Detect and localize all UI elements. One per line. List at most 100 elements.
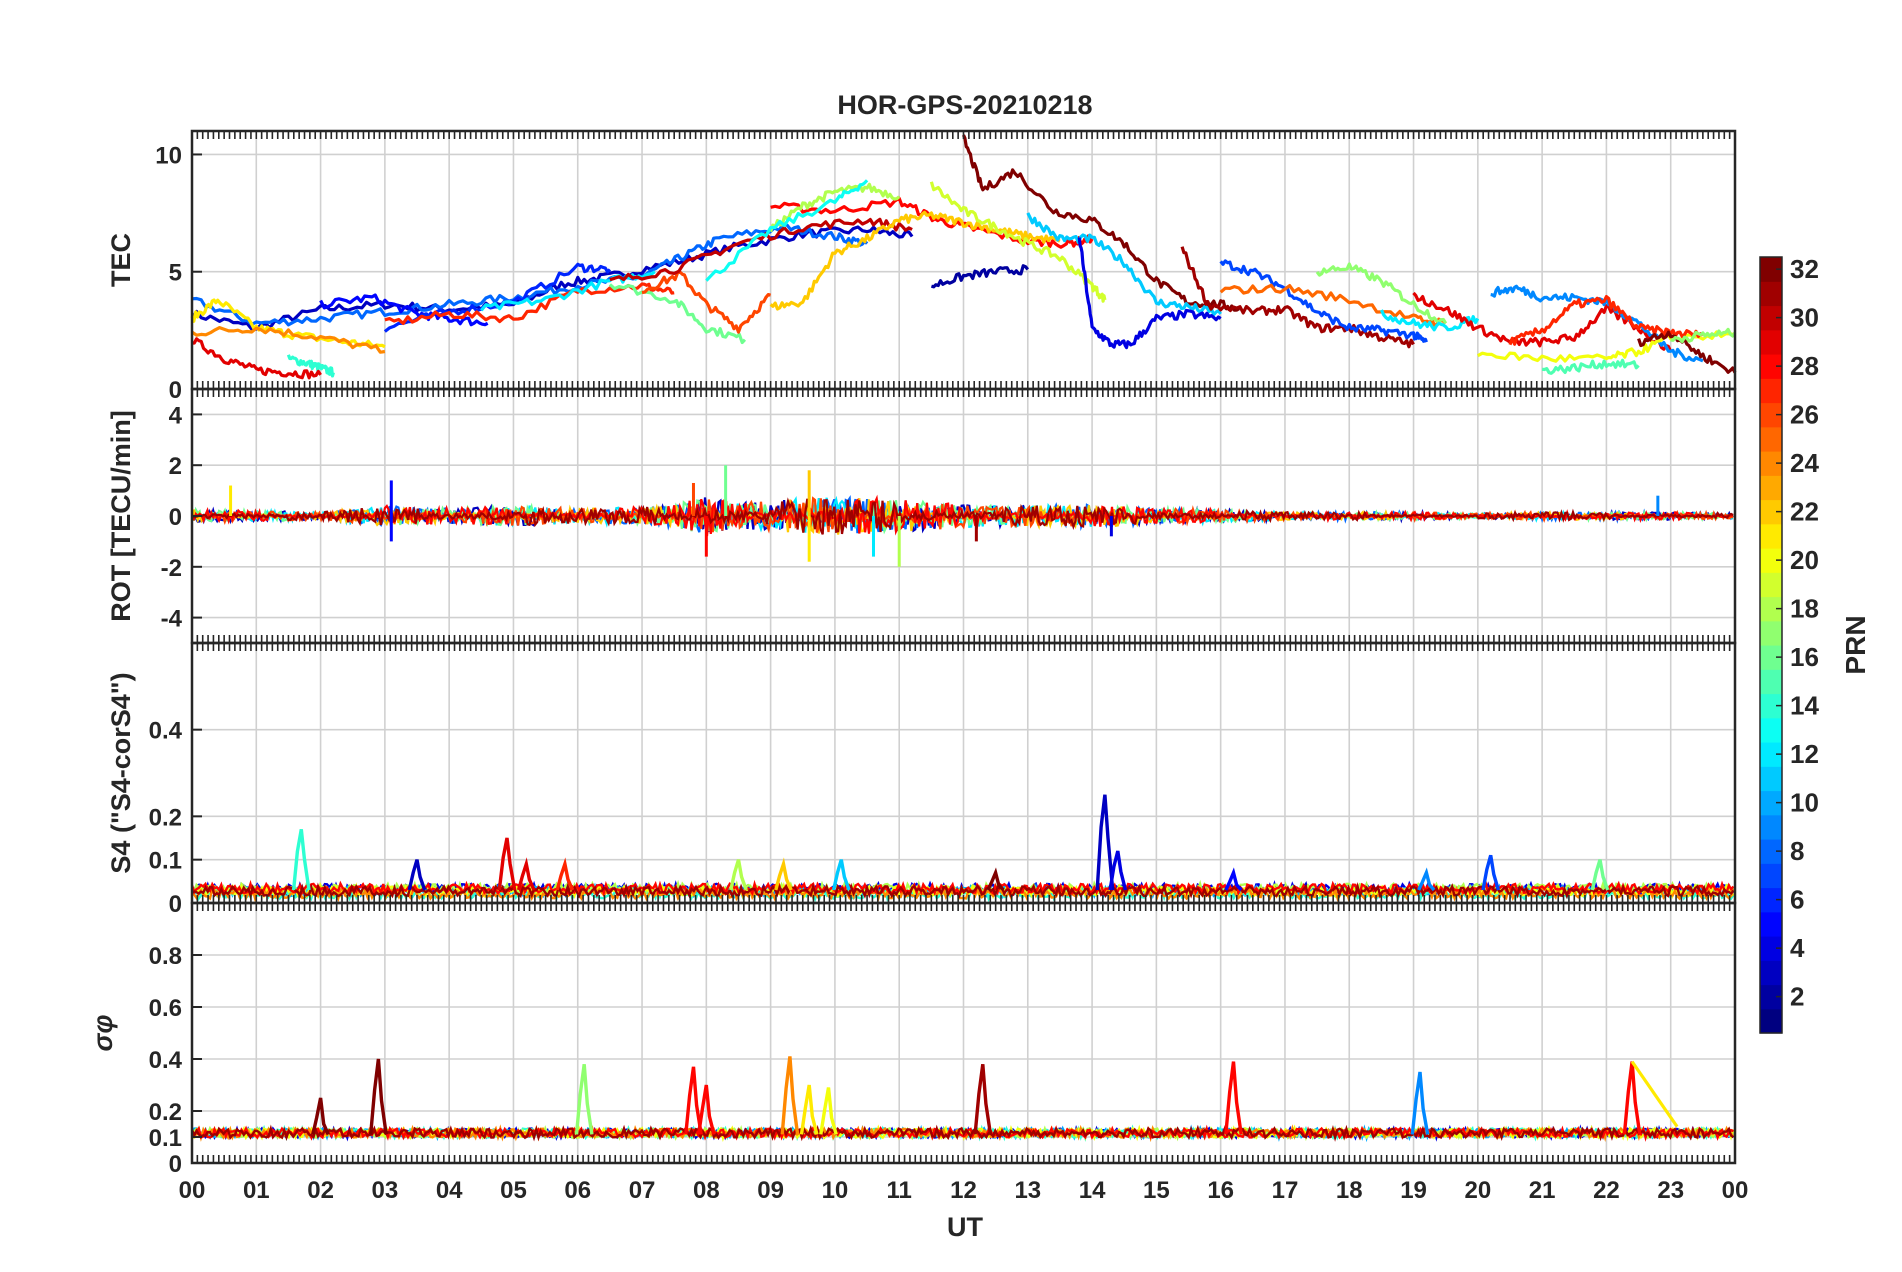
tec-series-line: [1637, 330, 1737, 374]
x-tick-label: 04: [436, 1177, 463, 1204]
colorbar-swatch: [1760, 790, 1782, 816]
colorbar-tick-label: 4: [1790, 933, 1805, 963]
sigma-spike: [574, 1063, 594, 1135]
x-tick-label: 05: [500, 1177, 527, 1204]
y-tick-label: -2: [161, 555, 182, 582]
s4-data: [190, 794, 1735, 903]
sigma-spike: [1224, 1061, 1243, 1135]
sigma-spike: [1410, 1071, 1430, 1135]
colorbar-swatch: [1760, 863, 1782, 889]
tec-series-line: [384, 282, 675, 325]
colorbar-swatch: [1760, 378, 1782, 404]
tec-series-line: [190, 225, 914, 331]
s4-spike: [516, 857, 536, 891]
colorbar-frame: [1759, 256, 1783, 1034]
y-tick-label: 0.2: [149, 1099, 182, 1126]
sigma-segment: [1630, 1060, 1679, 1128]
sigma-spike: [369, 1058, 388, 1135]
s4-spike: [986, 867, 1005, 892]
tec-y-axis-label: TEC: [106, 233, 136, 287]
colorbar-tick-label: 24: [1790, 448, 1819, 478]
s4-spike: [774, 857, 793, 891]
colorbar-swatch: [1760, 911, 1782, 937]
s4-spike: [555, 857, 575, 891]
tec-panel: 0 5 10 TEC: [106, 129, 1737, 404]
rot-minor-ticks: [191, 389, 1736, 643]
y-tick-label: 0.6: [149, 995, 182, 1022]
tec-series-line: [608, 283, 747, 345]
colorbar-swatch: [1760, 329, 1782, 355]
colorbar-swatch: [1760, 620, 1782, 646]
sigma-panel: 00.10.2 0.4 0.6 0.8 σφ: [88, 901, 1737, 1178]
y-tick-label: 0.2: [149, 804, 182, 831]
x-tick-label: 09: [757, 1177, 784, 1204]
colorbar-swatch: [1760, 717, 1782, 743]
tec-series-line: [641, 270, 772, 334]
s4-spike: [831, 859, 851, 891]
s4-spike: [1108, 850, 1128, 891]
s4-spike: [407, 859, 427, 891]
y-tick-label: 0.4: [149, 718, 183, 745]
colorbar-tick-label: 16: [1790, 642, 1819, 672]
y-tick-label: -4: [161, 606, 183, 633]
sigma-spike: [1622, 1061, 1642, 1135]
colorbar-tick-label: 30: [1790, 303, 1819, 333]
colorbar-swatch: [1760, 984, 1782, 1010]
colorbar-tick-label: 10: [1790, 788, 1819, 818]
tec-series-line: [1219, 283, 1447, 327]
y-tick-label: 0.4: [149, 1047, 183, 1074]
sigma-y-axis-label: σφ: [88, 1015, 118, 1052]
y-tick-label: 5: [169, 260, 182, 287]
x-tick-label: 00: [1722, 1177, 1749, 1204]
s4-y-axis-label: S4 ("S4-corS4"): [106, 672, 136, 873]
sigma-series-line: [190, 1124, 1735, 1142]
x-tick-label: 07: [629, 1177, 656, 1204]
x-tick-label: 06: [564, 1177, 591, 1204]
colorbar-tick-label: 6: [1790, 885, 1804, 915]
colorbar-swatch: [1760, 1008, 1782, 1034]
colorbar-swatch: [1760, 548, 1782, 573]
s4-spike: [1095, 794, 1115, 891]
colorbar-swatch: [1760, 523, 1782, 549]
x-tick-label: 19: [1400, 1177, 1427, 1204]
x-tick-label: 16: [1207, 1177, 1234, 1204]
tec-series-line: [1219, 259, 1428, 343]
tec-series-line: [609, 217, 913, 282]
x-tick-label: 01: [243, 1177, 270, 1204]
x-tick-label: 14: [1079, 1177, 1106, 1204]
tec-series-line: [769, 182, 901, 233]
colorbar-swatch: [1760, 645, 1782, 670]
tec-series-line: [1077, 237, 1222, 350]
colorbar-swatch: [1760, 839, 1782, 864]
x-tick-label: 22: [1593, 1177, 1620, 1204]
tec-series-line: [1315, 262, 1448, 325]
rot-data: [190, 465, 1734, 567]
colorbar-swatch: [1760, 402, 1782, 428]
tec-series-line: [930, 264, 1030, 289]
y-tick-label: 0: [169, 1151, 182, 1178]
rot-series-line: [191, 497, 1734, 535]
colorbar-swatch: [1760, 451, 1782, 476]
x-tick-label: 00: [179, 1177, 206, 1204]
colorbar-tick-label: 26: [1790, 400, 1819, 430]
colorbar-tick-label: 20: [1790, 545, 1819, 575]
tec-series-line: [705, 179, 869, 282]
rot-y-axis: -4 -2 0 2 4: [161, 402, 202, 633]
colorbar-swatch: [1760, 426, 1782, 452]
tec-series-line: [1670, 327, 1737, 344]
colorbar-swatch: [1760, 814, 1782, 840]
y-tick-label: 0: [169, 504, 182, 531]
x-tick-label: 12: [950, 1177, 977, 1204]
colorbar-swatch: [1760, 693, 1782, 719]
tec-grid: [191, 131, 1736, 390]
sigma-data: [190, 1056, 1735, 1143]
x-axis-label: UT: [947, 1212, 983, 1242]
tec-series-line: [1541, 358, 1640, 375]
colorbar-swatch: [1760, 475, 1782, 501]
x-tick-label: 18: [1336, 1177, 1363, 1204]
colorbar-tick-label: 18: [1790, 594, 1819, 624]
y-tick-label: 0.1: [149, 848, 182, 875]
colorbar-swatch: [1760, 499, 1782, 525]
sigma-spike: [311, 1097, 330, 1136]
